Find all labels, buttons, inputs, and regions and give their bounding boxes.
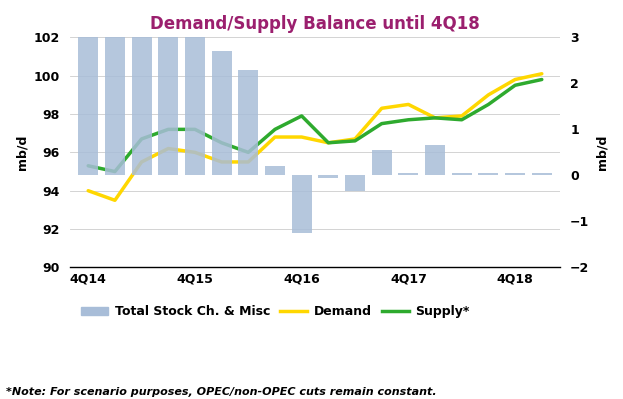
Bar bbox=[185, 0, 205, 176]
Bar bbox=[292, 176, 312, 233]
Text: *Note: For scenario purposes, OPEC/non-OPEC cuts remain constant.: *Note: For scenario purposes, OPEC/non-O… bbox=[6, 387, 437, 397]
Bar bbox=[478, 173, 498, 176]
Bar bbox=[372, 150, 392, 176]
Bar bbox=[345, 176, 365, 192]
Y-axis label: mb/d: mb/d bbox=[595, 135, 608, 170]
Bar bbox=[532, 173, 552, 176]
Bar bbox=[78, 28, 98, 176]
Bar bbox=[425, 146, 445, 176]
Bar bbox=[318, 176, 338, 178]
Bar bbox=[105, 5, 125, 176]
Bar bbox=[131, 0, 151, 176]
Legend: Total Stock Ch. & Misc, Demand, Supply*: Total Stock Ch. & Misc, Demand, Supply* bbox=[76, 300, 475, 323]
Bar bbox=[238, 69, 259, 176]
Bar bbox=[505, 173, 525, 176]
Bar bbox=[158, 5, 178, 176]
Title: Demand/Supply Balance until 4Q18: Demand/Supply Balance until 4Q18 bbox=[150, 15, 480, 33]
Bar bbox=[265, 166, 285, 176]
Bar bbox=[452, 173, 472, 176]
Y-axis label: mb/d: mb/d bbox=[15, 135, 28, 170]
Bar bbox=[398, 173, 419, 176]
Bar bbox=[212, 51, 232, 176]
